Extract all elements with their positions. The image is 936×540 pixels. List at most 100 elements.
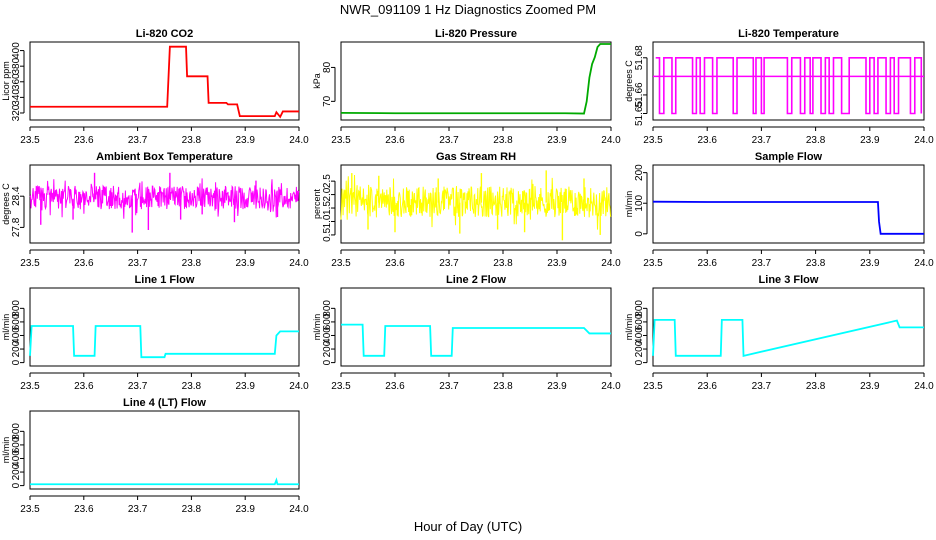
x-tick-label: 24.0 xyxy=(914,258,934,269)
panel: Line 1 Flow ml/min 23.5 23.6 23.7 23.8 23.9 24.… xyxy=(1,274,309,392)
y-tick-label: 400 xyxy=(11,450,22,467)
x-tick-label: 23.7 xyxy=(128,135,148,146)
y-tick-label: 400 xyxy=(11,327,22,344)
x-tick-label: 23.5 xyxy=(331,135,351,146)
x-tick-label: 23.6 xyxy=(74,504,94,515)
x-tick-label: 23.7 xyxy=(752,135,772,146)
x-axis-title: Hour of Day (UTC) xyxy=(414,519,522,534)
panel: Ambient Box Temperature degrees C 23.5 23.6… xyxy=(1,151,309,269)
y-axis-label: ml/min xyxy=(1,437,11,464)
panel-title: Line 4 (LT) Flow xyxy=(123,397,206,409)
y-tick-label: 1.0 xyxy=(322,214,333,228)
x-tick-label: 23.5 xyxy=(331,381,351,392)
x-tick-label: 23.7 xyxy=(128,381,148,392)
y-tick-label: 100 xyxy=(634,194,645,211)
y-tick-label: 600 xyxy=(11,436,22,453)
x-tick-label: 23.8 xyxy=(182,504,202,515)
panels: Li-820 CO2 Licor ppm 23.5 23.6 23.7 23.8 23.9 2… xyxy=(1,28,934,515)
y-tick-label: 400 xyxy=(11,42,22,59)
y-tick-label: 200 xyxy=(634,164,645,181)
y-tick-label: 200 xyxy=(322,340,333,357)
panel-title: Gas Stream RH xyxy=(436,151,516,163)
panel-title: Sample Flow xyxy=(755,151,823,163)
x-tick-label: 23.5 xyxy=(643,258,663,269)
y-tick-label: 51.65 xyxy=(634,101,645,126)
x-tick-label: 24.0 xyxy=(289,258,309,269)
y-axis-label: degrees C xyxy=(1,183,11,225)
data-series-line xyxy=(340,43,611,115)
y-tick-label: 340 xyxy=(11,89,22,106)
y-tick-label: 0.5 xyxy=(322,228,333,242)
x-tick-label: 23.9 xyxy=(547,381,567,392)
x-tick-label: 23.8 xyxy=(806,135,826,146)
x-tick-label: 23.9 xyxy=(235,135,255,146)
y-tick-label: 600 xyxy=(322,313,333,330)
y-tick-label: 2.5 xyxy=(322,174,333,188)
y-tick-label: 200 xyxy=(11,463,22,480)
x-tick-label: 23.6 xyxy=(385,381,405,392)
x-tick-label: 23.6 xyxy=(385,258,405,269)
y-tick-label: 27.8 xyxy=(11,217,22,237)
panel: Gas Stream RH percent 23.5 23.6 23.7 23.8 23.9… xyxy=(312,151,621,269)
panel: Sample Flow ml/min 23.5 23.6 23.7 23.8 23.9 24.… xyxy=(624,151,934,269)
y-tick-label: 200 xyxy=(634,340,645,357)
plot-frame xyxy=(29,410,300,490)
x-tick-label: 23.7 xyxy=(439,381,459,392)
x-tick-label: 23.8 xyxy=(493,258,513,269)
panel: Line 2 Flow ml/min 23.5 23.6 23.7 23.8 23.9 24.… xyxy=(312,274,621,392)
x-tick-label: 23.5 xyxy=(20,381,40,392)
y-tick-label: 400 xyxy=(634,327,645,344)
plot-frame xyxy=(340,164,612,244)
y-tick-label: 0 xyxy=(11,482,22,488)
x-tick-label: 23.8 xyxy=(806,381,826,392)
y-tick-label: 0 xyxy=(322,359,333,365)
data-series-line xyxy=(655,56,923,115)
x-tick-label: 23.9 xyxy=(860,135,880,146)
plot-frame xyxy=(29,287,300,367)
y-tick-label: 380 xyxy=(11,57,22,74)
panel-title: Li-820 Temperature xyxy=(738,28,839,40)
panel-title: Line 2 Flow xyxy=(446,274,506,286)
x-tick-label: 23.5 xyxy=(20,258,40,269)
x-tick-label: 23.9 xyxy=(860,258,880,269)
y-tick-label: 28.4 xyxy=(11,186,22,206)
x-tick-label: 23.7 xyxy=(439,135,459,146)
x-tick-label: 23.9 xyxy=(547,258,567,269)
y-axis-label: kPa xyxy=(312,73,322,89)
x-tick-label: 23.6 xyxy=(74,381,94,392)
x-tick-label: 23.9 xyxy=(235,381,255,392)
data-series-line xyxy=(29,178,300,219)
x-tick-label: 24.0 xyxy=(914,381,934,392)
x-tick-label: 23.8 xyxy=(493,135,513,146)
y-tick-label: 400 xyxy=(322,327,333,344)
y-tick-label: 600 xyxy=(634,313,645,330)
plot-frame xyxy=(29,164,300,244)
x-tick-label: 23.7 xyxy=(752,258,772,269)
y-tick-label: 0 xyxy=(634,359,645,365)
panel-title: Li-820 CO2 xyxy=(136,28,193,40)
x-tick-label: 23.8 xyxy=(182,258,202,269)
x-tick-label: 23.7 xyxy=(439,258,459,269)
y-axis-label: ml/min xyxy=(624,191,634,218)
panel: Li-820 CO2 Licor ppm 23.5 23.6 23.7 23.8 23.9 2… xyxy=(1,28,309,146)
x-tick-label: 24.0 xyxy=(289,381,309,392)
x-tick-label: 23.6 xyxy=(74,258,94,269)
y-axis-label: degrees C xyxy=(624,60,634,102)
x-tick-label: 23.5 xyxy=(331,258,351,269)
y-tick-label: 0 xyxy=(634,231,645,237)
x-tick-label: 24.0 xyxy=(601,381,621,392)
panel: Li-820 Temperature degrees C 23.5 23.6 23.7 2… xyxy=(624,28,934,146)
y-axis-label: ml/min xyxy=(1,314,11,341)
panel: Line 3 Flow ml/min 23.5 23.6 23.7 23.8 23.9 24.… xyxy=(624,274,934,392)
panel-title: Line 3 Flow xyxy=(759,274,819,286)
x-tick-label: 23.5 xyxy=(643,381,663,392)
data-series-line xyxy=(652,200,924,235)
x-tick-label: 23.9 xyxy=(547,135,567,146)
y-tick-label: 800 xyxy=(11,300,22,317)
x-tick-label: 23.6 xyxy=(697,258,717,269)
x-tick-label: 23.6 xyxy=(697,381,717,392)
y-tick-label: 70 xyxy=(322,95,333,107)
x-tick-label: 24.0 xyxy=(914,135,934,146)
data-series-line xyxy=(652,318,924,357)
